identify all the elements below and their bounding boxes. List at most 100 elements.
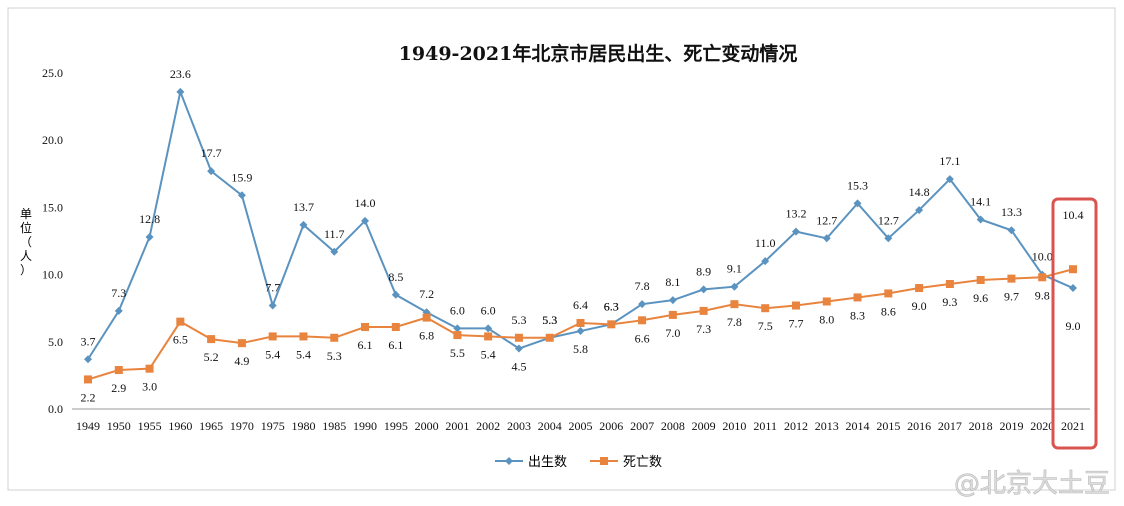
x-tick-label: 2005 [569, 419, 593, 433]
data-label: 8.1 [665, 275, 680, 289]
x-tick-label: 1970 [230, 419, 254, 433]
x-tick-label: 1975 [261, 419, 285, 433]
data-label: 8.5 [388, 270, 403, 284]
y-label-char: 位 [20, 220, 32, 235]
data-label: 15.3 [847, 178, 868, 192]
x-tick-label: 1980 [291, 419, 315, 433]
legend-label: 出生数 [528, 455, 567, 470]
birth-point [853, 199, 862, 208]
data-label: 17.1 [939, 154, 960, 168]
x-tick-label: 2000 [415, 419, 439, 433]
data-label: 8.6 [881, 304, 896, 318]
birth-point [268, 301, 277, 310]
death-point [330, 333, 339, 342]
birth-point [1069, 284, 1077, 293]
data-label: 8.0 [819, 312, 834, 326]
y-label-char: （ [20, 235, 32, 249]
data-label: 3.7 [81, 334, 96, 348]
data-label: 13.3 [1001, 205, 1022, 219]
x-tick-label: 2021 [1061, 419, 1085, 433]
x-tick-label: 2003 [507, 419, 531, 433]
birth-point [453, 324, 462, 333]
y-axis-label: 单位（人） [20, 207, 32, 277]
birth-point [207, 167, 216, 176]
birth-point [668, 296, 677, 305]
birth-point [822, 234, 831, 243]
death-point [668, 310, 677, 319]
data-label: 15.9 [231, 170, 252, 184]
data-label: 4.5 [511, 360, 526, 374]
birth-point [1007, 226, 1016, 235]
death-point [945, 280, 954, 289]
watermark: @北京大土豆 [954, 469, 1110, 499]
y-label-char: ） [20, 263, 32, 277]
data-label: 10.0 [1032, 250, 1053, 264]
y-tick-label: 10.0 [42, 268, 63, 282]
x-tick-label: 2019 [999, 419, 1023, 433]
birth-point [299, 220, 308, 229]
birth-point [791, 227, 800, 236]
x-tick-label: 1985 [322, 419, 346, 433]
data-label: 4.9 [234, 354, 249, 368]
data-label: 7.8 [635, 279, 650, 293]
death-point [237, 339, 246, 348]
x-tick-label: 2015 [876, 419, 900, 433]
data-label: 7.7 [265, 281, 280, 295]
death-point [299, 332, 308, 341]
data-label: 7.3 [111, 286, 126, 300]
birth-point [145, 232, 154, 241]
death-point [545, 333, 554, 342]
x-tick-label: 2020 [1030, 419, 1054, 433]
y-tick-label: 15.0 [42, 200, 63, 214]
x-tick-label: 2004 [538, 419, 562, 433]
data-label: 9.6 [973, 291, 988, 305]
data-label: 8.9 [696, 264, 711, 278]
data-label: 14.0 [355, 196, 376, 210]
data-label: 6.6 [635, 331, 650, 345]
death-point [976, 275, 985, 284]
data-label: 5.3 [542, 313, 557, 327]
data-label: 12.7 [878, 213, 899, 227]
x-tick-label: 2018 [969, 419, 993, 433]
data-label: 5.4 [296, 347, 311, 361]
y-label-char: 人 [20, 249, 32, 263]
data-label: 7.0 [665, 326, 680, 340]
data-label: 9.0 [912, 299, 927, 313]
y-tick-label: 20.0 [42, 133, 63, 147]
data-label: 6.0 [450, 303, 465, 317]
data-label: 5.3 [511, 313, 526, 327]
data-label: 5.5 [450, 346, 465, 360]
death-point [607, 320, 616, 329]
death-point [853, 293, 862, 302]
y-tick-label: 0.0 [48, 402, 63, 416]
data-label: 2.9 [111, 381, 126, 395]
death-point [699, 306, 708, 315]
death-point [1069, 265, 1077, 274]
x-tick-label: 2009 [692, 419, 716, 433]
death-point [884, 289, 893, 298]
death-point [268, 332, 277, 341]
birth-point [114, 306, 123, 315]
death-point [484, 332, 493, 341]
data-label: 6.1 [388, 338, 403, 352]
data-label: 7.7 [788, 317, 803, 331]
data-label: 11.0 [755, 236, 776, 250]
birth-point [176, 87, 185, 96]
data-label: 9.8 [1035, 288, 1050, 302]
legend: 出生数 死亡数 [495, 455, 662, 470]
data-label: 5.4 [265, 347, 280, 361]
data-label: 23.6 [170, 67, 191, 81]
death-point [730, 300, 739, 309]
data-label: 12.8 [139, 212, 160, 226]
death-point [422, 313, 431, 322]
birth-point [884, 234, 893, 243]
data-label: 5.8 [573, 342, 588, 356]
x-tick-label: 2008 [661, 419, 685, 433]
birth-point [361, 216, 370, 225]
x-tick-label: 1965 [199, 419, 223, 433]
y-tick-label: 25.0 [42, 66, 63, 80]
birth-point [330, 247, 339, 256]
death-point [822, 297, 831, 306]
x-tick-label: 2017 [938, 419, 962, 433]
